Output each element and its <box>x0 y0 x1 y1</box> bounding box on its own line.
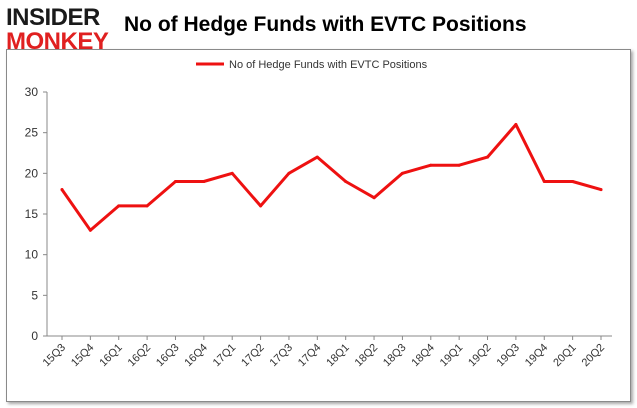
y-tick-label: 15 <box>25 207 39 221</box>
x-tick-label: 18Q2 <box>353 342 381 370</box>
x-tick-label: 20Q1 <box>551 342 579 370</box>
x-tick-label: 18Q3 <box>381 342 409 370</box>
x-tick-label: 16Q4 <box>182 342 210 370</box>
data-point <box>429 163 433 167</box>
axes: 0 5 10 15 20 25 30 15Q3 15Q4 16Q1 16Q2 16Q3 16Q4 17Q1… <box>25 85 612 369</box>
data-point <box>571 179 575 183</box>
y-tick-label: 0 <box>31 329 38 343</box>
y-tick-label: 5 <box>31 288 38 302</box>
chart-frame <box>6 49 631 402</box>
insider-monkey-logo: INSIDER MONKEY <box>6 6 116 56</box>
data-point <box>259 204 263 208</box>
data-point <box>315 155 319 159</box>
data-point <box>173 179 177 183</box>
data-point <box>542 179 546 183</box>
data-point <box>344 179 348 183</box>
data-point <box>287 171 291 175</box>
x-tick-label: 18Q4 <box>409 342 437 370</box>
x-tick-label: 17Q3 <box>268 342 296 370</box>
x-tick-label: 16Q2 <box>126 342 154 370</box>
data-point <box>202 179 206 183</box>
x-tick-label: 19Q3 <box>494 342 522 370</box>
data-point <box>88 228 92 232</box>
x-tick-label: 15Q3 <box>41 342 69 370</box>
data-point <box>400 171 404 175</box>
data-point <box>599 188 603 192</box>
plot-area <box>60 123 603 232</box>
data-point <box>457 163 461 167</box>
logo-line-1: INSIDER <box>6 4 100 31</box>
data-point <box>230 171 234 175</box>
y-tick-label: 30 <box>25 85 39 99</box>
legend-label: No of Hedge Funds with EVTC Positions <box>229 59 428 71</box>
x-tick-label: 19Q1 <box>438 342 466 370</box>
data-point <box>60 188 64 192</box>
x-tick-label: 16Q3 <box>154 342 182 370</box>
y-tick-label: 10 <box>25 248 39 262</box>
x-tick-label: 16Q1 <box>97 342 125 370</box>
data-point <box>117 204 121 208</box>
y-tick-label: 20 <box>25 166 39 180</box>
data-point <box>145 204 149 208</box>
chart-title: No of Hedge Funds with EVTC Positions <box>124 13 527 36</box>
data-point <box>514 123 518 127</box>
x-tick-label: 15Q4 <box>69 342 97 370</box>
y-tick-label: 25 <box>25 126 39 140</box>
x-tick-label: 17Q1 <box>211 342 239 370</box>
x-tick-label: 18Q1 <box>324 342 352 370</box>
data-point <box>486 155 490 159</box>
x-tick-label: 17Q4 <box>296 342 324 370</box>
data-point <box>372 196 376 200</box>
x-tick-label: 20Q2 <box>580 342 608 370</box>
x-tick-label: 19Q2 <box>466 342 494 370</box>
legend: No of Hedge Funds with EVTC Positions <box>196 59 428 71</box>
x-tick-label: 17Q2 <box>239 342 267 370</box>
x-tick-label: 19Q4 <box>523 342 551 370</box>
series-line <box>60 123 603 232</box>
